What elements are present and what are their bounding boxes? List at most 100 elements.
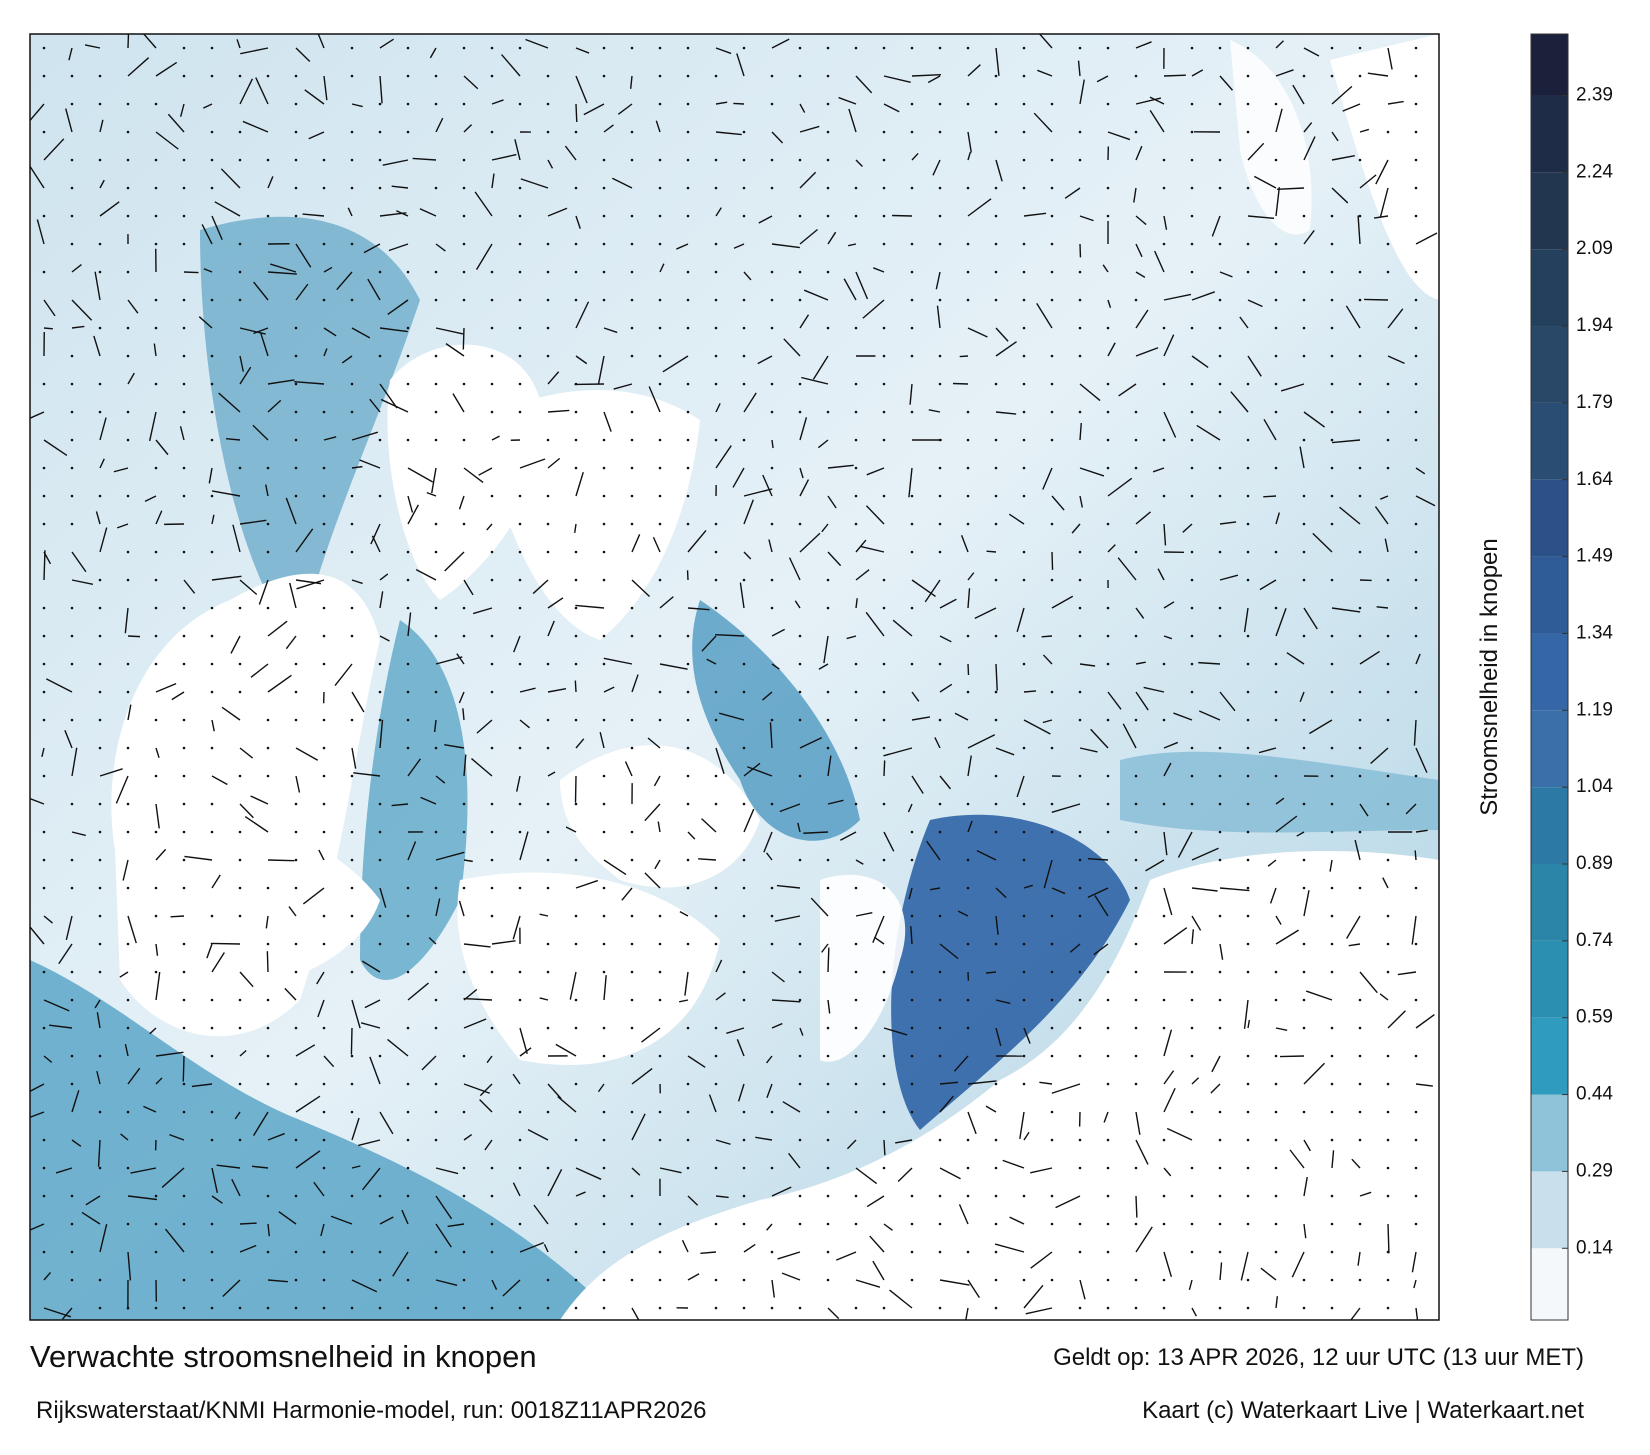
grid-dot	[1107, 523, 1110, 526]
grid-dot	[883, 187, 886, 190]
grid-dot	[1303, 271, 1306, 274]
grid-dot	[547, 663, 550, 666]
grid-dot	[379, 495, 382, 498]
grid-dot	[43, 215, 46, 218]
grid-dot	[827, 131, 830, 134]
grid-dot	[1079, 271, 1082, 274]
grid-dot	[547, 355, 550, 358]
grid-dot	[1219, 47, 1222, 50]
grid-dot	[631, 439, 634, 442]
grid-dot	[1163, 1139, 1166, 1142]
grid-dot	[1219, 1223, 1222, 1226]
grid-dot	[127, 1223, 130, 1226]
grid-dot	[519, 1307, 522, 1310]
grid-dot	[715, 887, 718, 890]
grid-dot	[687, 47, 690, 50]
grid-dot	[1051, 1195, 1054, 1198]
grid-dot	[1079, 1139, 1082, 1142]
grid-dot	[1163, 719, 1166, 722]
grid-dot	[1107, 467, 1110, 470]
grid-dot	[1191, 607, 1194, 610]
grid-dot	[1051, 747, 1054, 750]
grid-dot	[1219, 467, 1222, 470]
grid-dot	[799, 47, 802, 50]
grid-dot	[939, 1139, 942, 1142]
grid-dot	[743, 579, 746, 582]
grid-dot	[99, 579, 102, 582]
grid-dot	[575, 1251, 578, 1254]
grid-dot	[799, 215, 802, 218]
grid-dot	[323, 159, 326, 162]
grid-dot	[603, 1167, 606, 1170]
grid-dot	[715, 1223, 718, 1226]
grid-dot	[183, 467, 186, 470]
grid-dot	[911, 859, 914, 862]
grid-dot	[435, 411, 438, 414]
grid-dot	[799, 1223, 802, 1226]
grid-dot	[1331, 75, 1334, 78]
grid-dot	[267, 747, 270, 750]
grid-dot	[1359, 159, 1362, 162]
grid-dot	[603, 635, 606, 638]
grid-dot	[1023, 159, 1026, 162]
grid-dot	[183, 411, 186, 414]
grid-dot	[575, 719, 578, 722]
grid-dot	[631, 1027, 634, 1030]
grid-dot	[1359, 75, 1362, 78]
grid-dot	[99, 803, 102, 806]
grid-dot	[1331, 1055, 1334, 1058]
grid-dot	[323, 523, 326, 526]
grid-dot	[1303, 75, 1306, 78]
grid-dot	[519, 243, 522, 246]
grid-dot	[771, 915, 774, 918]
grid-dot	[659, 47, 662, 50]
grid-dot	[1387, 467, 1390, 470]
grid-dot	[71, 495, 74, 498]
grid-dot	[883, 859, 886, 862]
grid-dot	[911, 47, 914, 50]
grid-dot	[99, 411, 102, 414]
grid-dot	[1163, 383, 1166, 386]
grid-dot	[127, 215, 130, 218]
grid-dot	[1359, 271, 1362, 274]
grid-dot	[99, 915, 102, 918]
grid-dot	[1359, 411, 1362, 414]
grid-dot	[743, 187, 746, 190]
grid-dot	[1163, 663, 1166, 666]
grid-dot	[911, 971, 914, 974]
grid-dot	[1191, 1167, 1194, 1170]
grid-dot	[1387, 1279, 1390, 1282]
grid-dot	[463, 215, 466, 218]
grid-dot	[1051, 831, 1054, 834]
colorbar: 0.140.290.440.590.740.891.041.191.341.49…	[1531, 34, 1613, 1320]
grid-dot	[127, 999, 130, 1002]
grid-dot	[463, 971, 466, 974]
grid-dot	[631, 495, 634, 498]
grid-dot	[323, 747, 326, 750]
grid-dot	[995, 775, 998, 778]
grid-dot	[1219, 803, 1222, 806]
grid-dot	[239, 831, 242, 834]
grid-dot	[1191, 1055, 1194, 1058]
grid-dot	[855, 187, 858, 190]
grid-dot	[603, 159, 606, 162]
grid-dot	[491, 971, 494, 974]
grid-dot	[547, 803, 550, 806]
grid-dot	[1107, 411, 1110, 414]
grid-dot	[1079, 691, 1082, 694]
grid-dot	[155, 299, 158, 302]
grid-dot	[183, 75, 186, 78]
grid-dot	[547, 495, 550, 498]
grid-dot	[883, 803, 886, 806]
grid-dot	[351, 635, 354, 638]
grid-dot	[1135, 831, 1138, 834]
grid-dot	[1079, 299, 1082, 302]
grid-dot	[1191, 551, 1194, 554]
grid-dot	[1051, 271, 1054, 274]
grid-dot	[211, 551, 214, 554]
grid-dot	[491, 859, 494, 862]
grid-dot	[659, 635, 662, 638]
grid-dot	[1191, 439, 1194, 442]
grid-dot	[939, 1027, 942, 1030]
grid-dot	[71, 971, 74, 974]
